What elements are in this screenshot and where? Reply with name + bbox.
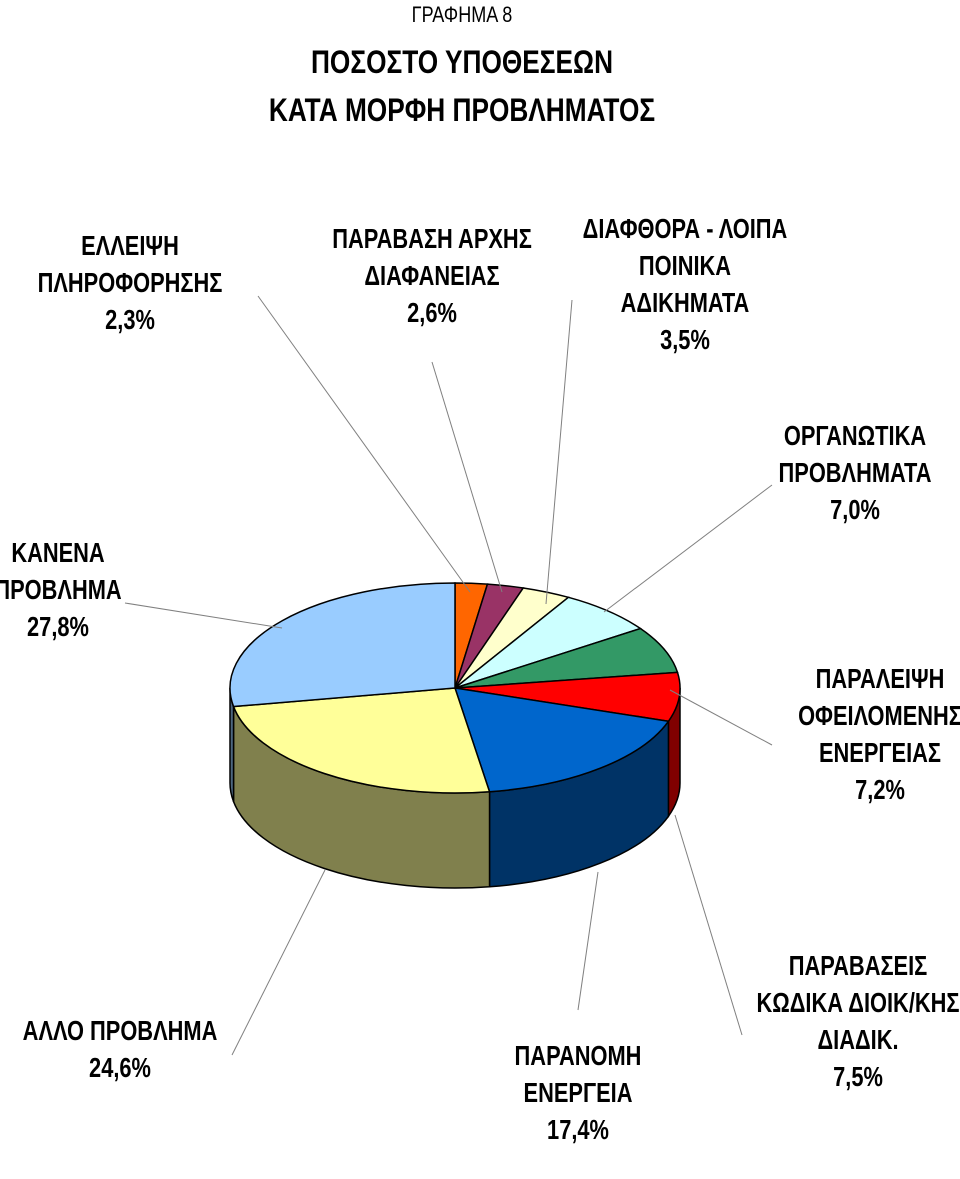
slice-label-6-line-1: ΠΑΡΑΒΑΣΕΙΣ [789, 950, 928, 981]
slice-label-2-line-2: ΔΙΑΦΑΝΕΙΑΣ [364, 260, 499, 291]
slice-8 [232, 687, 491, 794]
chart-title-line-1: ΠΟΣΟΣΤΟ ΥΠΟΘΕΣΕΩΝ [310, 44, 614, 80]
leader-line-1 [257, 295, 471, 593]
slice-9 [229, 582, 456, 708]
leader-line-6 [674, 814, 743, 1036]
slice-label-8-line-1: ΑΛΛΟ ΠΡΟΒΛΗΜΑ [23, 1015, 218, 1046]
slice-value-9: 27,8% [27, 611, 89, 642]
slice-label-4-line-2: ΠΡΟΒΛΗΜΑΤΑ [779, 457, 932, 488]
slice-value-3: 3,5% [660, 324, 710, 355]
slice-label-3-line-2: ΠΟΙΝΙΚΑ [639, 250, 731, 281]
slice-value-8: 24,6% [89, 1052, 151, 1083]
slice-6 [454, 671, 681, 723]
slice-5 [454, 627, 679, 689]
chart-title-line-2: ΚΑΤΑ ΜΟΡΦΗ ΠΡΟΒΛΗΜΑΤΟΣ [268, 92, 656, 128]
slice-label-5-line-1: ΠΑΡΑΛΕΙΨΗ [816, 663, 945, 694]
slice-label-1-line-1: ΕΛΛΕΙΨΗ [81, 230, 179, 261]
slice-value-4: 7,0% [830, 494, 880, 525]
slice-value-1: 2,3% [105, 304, 155, 335]
slice-label-4-line-1: ΟΡΓΑΝΩΤΙΚΑ [784, 420, 926, 451]
slice-label-7-line-1: ΠΑΡΑΝΟΜΗ [515, 1040, 642, 1071]
slice-value-7: 17,4% [547, 1114, 609, 1145]
slice-label-6-line-3: ΔΙΑΔΙΚ. [817, 1024, 898, 1055]
slice-label-1-line-2: ΠΛΗΡΟΦΟΡΗΣΗΣ [38, 267, 223, 298]
leader-line-2 [431, 361, 503, 593]
slice-label-2-line-1: ΠΑΡΑΒΑΣΗ ΑΡΧΗΣ [332, 223, 532, 254]
leader-line-3 [545, 299, 573, 605]
slice-label-5-line-3: ΕΝΕΡΓΕΙΑΣ [819, 737, 941, 768]
leader-line-9 [124, 602, 283, 629]
slice-label-7-line-2: ΕΝΕΡΓΕΙΑ [524, 1077, 633, 1108]
slice-labels: ΕΛΛΕΙΨΗ ΠΛΗΡΟΦΟΡΗΣΗΣ 2,3% ΠΑΡΑΒΑΣΗ ΑΡΧΗΣ ΔΙΑ… [0, 213, 960, 1145]
slice-value-2: 2,6% [407, 297, 457, 328]
pie-top [229, 582, 681, 794]
slice-label-9-line-2: ΠΡΟΒΛΗΜΑ [0, 574, 122, 605]
slice-value-5: 7,2% [855, 774, 905, 805]
slice-label-3-line-1: ΔΙΑΦΘΟΡΑ - ΛΟΙΠΑ [583, 213, 788, 244]
leader-line-5 [669, 689, 773, 746]
slice-7 [453, 687, 670, 793]
leader-lines [124, 295, 773, 1056]
leader-line-7 [577, 871, 599, 1011]
pie-sides [229, 687, 681, 889]
slice-label-6-line-2: ΚΩΔΙΚΑ ΔΙΟΙΚ/ΚΗΣ [756, 987, 959, 1018]
slice-label-3-line-3: ΑΔΙΚΗΜΑΤΑ [621, 287, 750, 318]
leader-line-8 [231, 869, 326, 1056]
slice-label-9-line-1: ΚΑΝΕΝΑ [11, 537, 104, 568]
chart-pretitle: ΓΡΑΦΗΜΑ 8 [411, 2, 513, 27]
slice-value-6: 7,5% [833, 1061, 883, 1092]
leader-line-4 [603, 484, 773, 613]
slice-label-5-line-2: ΟΦΕΙΛΟΜΕΝΗΣ [798, 700, 960, 731]
